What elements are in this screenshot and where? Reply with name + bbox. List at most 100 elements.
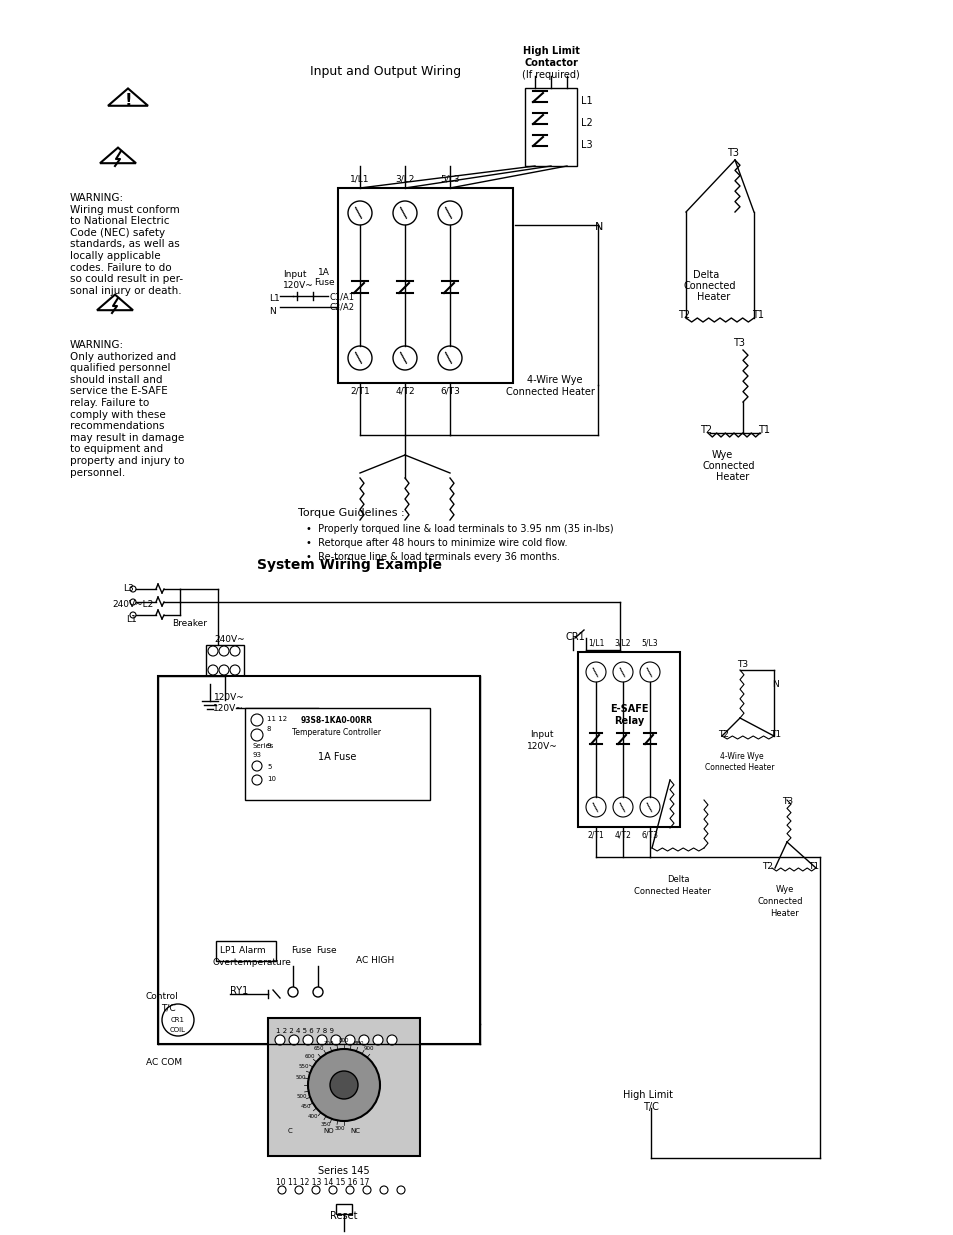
Circle shape xyxy=(288,987,297,997)
Circle shape xyxy=(130,599,136,605)
Text: 300: 300 xyxy=(335,1126,345,1131)
Polygon shape xyxy=(100,148,136,163)
Text: Input and Output Wiring: Input and Output Wiring xyxy=(310,65,460,78)
Circle shape xyxy=(208,646,218,656)
Text: 5/L3: 5/L3 xyxy=(439,174,459,183)
Bar xyxy=(335,1204,352,1214)
Text: /: / xyxy=(353,206,367,220)
Circle shape xyxy=(348,346,372,370)
Circle shape xyxy=(363,1186,371,1194)
Text: /: / xyxy=(643,802,656,813)
Text: Contactor: Contactor xyxy=(523,58,578,68)
Text: Connected: Connected xyxy=(757,897,801,906)
Text: CR1: CR1 xyxy=(171,1016,185,1023)
Text: 700: 700 xyxy=(323,1041,334,1046)
Text: Temperature Controller: Temperature Controller xyxy=(293,727,381,737)
Text: T1: T1 xyxy=(769,730,781,739)
Circle shape xyxy=(639,797,659,818)
Text: 3/L2: 3/L2 xyxy=(395,174,415,183)
Text: 10 11 12 13 14 15 16 17: 10 11 12 13 14 15 16 17 xyxy=(275,1178,369,1187)
Text: 240V~: 240V~ xyxy=(213,635,244,643)
Text: Reset: Reset xyxy=(330,1212,357,1221)
Text: /: / xyxy=(643,666,656,678)
Text: Series: Series xyxy=(253,743,274,748)
Text: Series 145: Series 145 xyxy=(318,1166,370,1176)
Text: 8: 8 xyxy=(267,726,272,732)
Text: L1: L1 xyxy=(126,615,136,624)
Text: •  Retorque after 48 hours to minimize wire cold flow.: • Retorque after 48 hours to minimize wi… xyxy=(306,538,567,548)
Circle shape xyxy=(373,1035,382,1045)
Bar xyxy=(524,88,577,165)
Circle shape xyxy=(437,201,461,225)
Text: L2: L2 xyxy=(580,119,592,128)
Text: T1: T1 xyxy=(807,862,819,871)
Text: 650: 650 xyxy=(314,1046,324,1051)
Text: /: / xyxy=(589,802,601,813)
Text: 1A Fuse: 1A Fuse xyxy=(317,752,355,762)
Text: 900: 900 xyxy=(364,1046,375,1051)
Text: COIL: COIL xyxy=(170,1028,186,1032)
Circle shape xyxy=(130,585,136,592)
Text: T3: T3 xyxy=(737,659,747,669)
Circle shape xyxy=(308,1049,379,1121)
Text: T3: T3 xyxy=(781,797,792,806)
Text: 550: 550 xyxy=(298,1063,309,1070)
Text: 120V~: 120V~ xyxy=(213,704,244,713)
Circle shape xyxy=(162,1004,193,1036)
Text: L1: L1 xyxy=(269,294,279,303)
Text: C: C xyxy=(288,1128,293,1134)
Text: Fuse: Fuse xyxy=(315,946,336,955)
Circle shape xyxy=(331,1035,340,1045)
Text: WARNING:
Wiring must conform
to National Electric
Code (NEC) safety
standards, a: WARNING: Wiring must conform to National… xyxy=(70,193,183,296)
Bar xyxy=(578,652,679,827)
Circle shape xyxy=(316,1035,327,1045)
Bar xyxy=(337,188,513,383)
Text: /: / xyxy=(442,351,456,366)
Text: 4-Wire Wye: 4-Wire Wye xyxy=(720,752,763,761)
Circle shape xyxy=(289,1035,298,1045)
Circle shape xyxy=(585,662,605,682)
Text: 4/T2: 4/T2 xyxy=(614,831,631,840)
Text: CR1: CR1 xyxy=(565,632,585,642)
Text: AC HIGH: AC HIGH xyxy=(355,956,394,965)
Text: 93: 93 xyxy=(253,752,262,758)
Text: 3/L2: 3/L2 xyxy=(614,638,631,647)
Text: Overtemperature: Overtemperature xyxy=(213,958,292,967)
Text: /: / xyxy=(397,351,412,366)
Text: 11 12: 11 12 xyxy=(267,716,287,722)
Text: T/C: T/C xyxy=(161,1004,175,1013)
Text: RY1: RY1 xyxy=(230,986,248,995)
Text: N: N xyxy=(771,680,778,689)
Circle shape xyxy=(130,613,136,618)
Text: (If required): (If required) xyxy=(521,70,579,80)
Circle shape xyxy=(358,1035,369,1045)
Circle shape xyxy=(303,1035,313,1045)
Text: Fuse: Fuse xyxy=(291,946,312,955)
Text: 6/T3: 6/T3 xyxy=(439,387,459,396)
Circle shape xyxy=(393,346,416,370)
Text: 10: 10 xyxy=(267,776,275,782)
Text: System Wiring Example: System Wiring Example xyxy=(257,558,442,572)
Text: Wye: Wye xyxy=(775,885,793,894)
Bar xyxy=(268,1018,419,1156)
Text: 5/L3: 5/L3 xyxy=(641,638,658,647)
Text: Breaker: Breaker xyxy=(172,619,207,629)
Text: 93S8-1KA0-00RR: 93S8-1KA0-00RR xyxy=(301,716,373,725)
Text: 350: 350 xyxy=(320,1123,331,1128)
Text: 120V~: 120V~ xyxy=(283,282,314,290)
Text: T2: T2 xyxy=(718,730,728,739)
Circle shape xyxy=(345,1035,355,1045)
Text: 1 2 2 4 5 6 7 8 9: 1 2 2 4 5 6 7 8 9 xyxy=(275,1028,334,1034)
Text: E-SAFE: E-SAFE xyxy=(609,704,648,714)
Text: 6/T3: 6/T3 xyxy=(640,831,658,840)
Text: Connected Heater: Connected Heater xyxy=(505,387,594,396)
Circle shape xyxy=(639,662,659,682)
Text: 800: 800 xyxy=(338,1039,349,1044)
Circle shape xyxy=(585,797,605,818)
Circle shape xyxy=(208,664,218,676)
Text: Input: Input xyxy=(530,730,553,739)
Text: Control: Control xyxy=(146,992,178,1002)
Polygon shape xyxy=(97,295,132,310)
Text: L3: L3 xyxy=(123,584,133,593)
Text: 450: 450 xyxy=(300,1104,311,1109)
